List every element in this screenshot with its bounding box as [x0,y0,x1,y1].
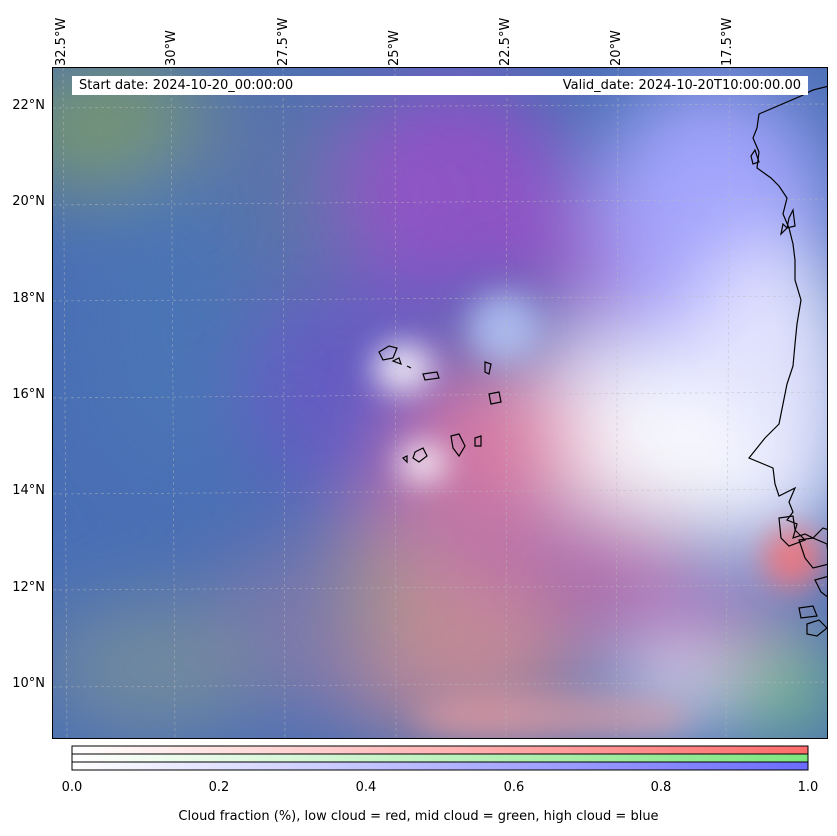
colorbar-title: Cloud fraction (%), low cloud = red, mid… [178,809,659,824]
start-date: Start date: 2024-10-20_00:00:00 [79,78,294,93]
lon-label: 32.5°W [54,17,69,66]
lat-label: 20°N [12,194,45,209]
colorbar-tick: 0.4 [355,780,377,795]
colorbar-tick: 0.2 [208,780,230,795]
lon-label: 22.5°W [498,17,513,66]
lat-label: 18°N [12,291,45,306]
cape-verde-islands [378,345,502,464]
lon-label: 27.5°W [276,17,291,66]
colorbar-tick: 0.0 [61,780,83,795]
cloud-layer [53,68,827,738]
map-canvas [53,68,827,738]
lat-label: 16°N [12,387,45,402]
graticule [53,68,827,738]
lat-label: 10°N [12,676,45,691]
lon-label: 30°W [164,30,179,66]
africa-coastline [748,85,827,539]
lat-label: 12°N [12,580,45,595]
colorbar-high-cloud [71,761,809,771]
lon-label: 20°W [609,30,624,66]
colorbar-tick: 0.6 [503,780,525,795]
lon-label: 17.5°W [720,17,735,66]
colorbar-low-cloud [71,745,809,755]
coastlines [748,85,827,637]
lat-label: 14°N [12,483,45,498]
lat-label: 22°N [12,98,45,113]
colorbar [71,745,809,772]
cloud-detail [373,293,823,738]
colorbar-mid-cloud [71,753,809,763]
colorbar-tick: 0.8 [650,780,672,795]
valid-date: Valid_date: 2024-10-20T10:00:00.00 [562,78,801,93]
colorbar-tick: 1.0 [797,780,819,795]
lon-label: 25°W [387,30,402,66]
date-banner: Start date: 2024-10-20_00:00:00 Valid_da… [72,76,808,95]
cloud-fraction-map[interactable] [52,67,828,739]
